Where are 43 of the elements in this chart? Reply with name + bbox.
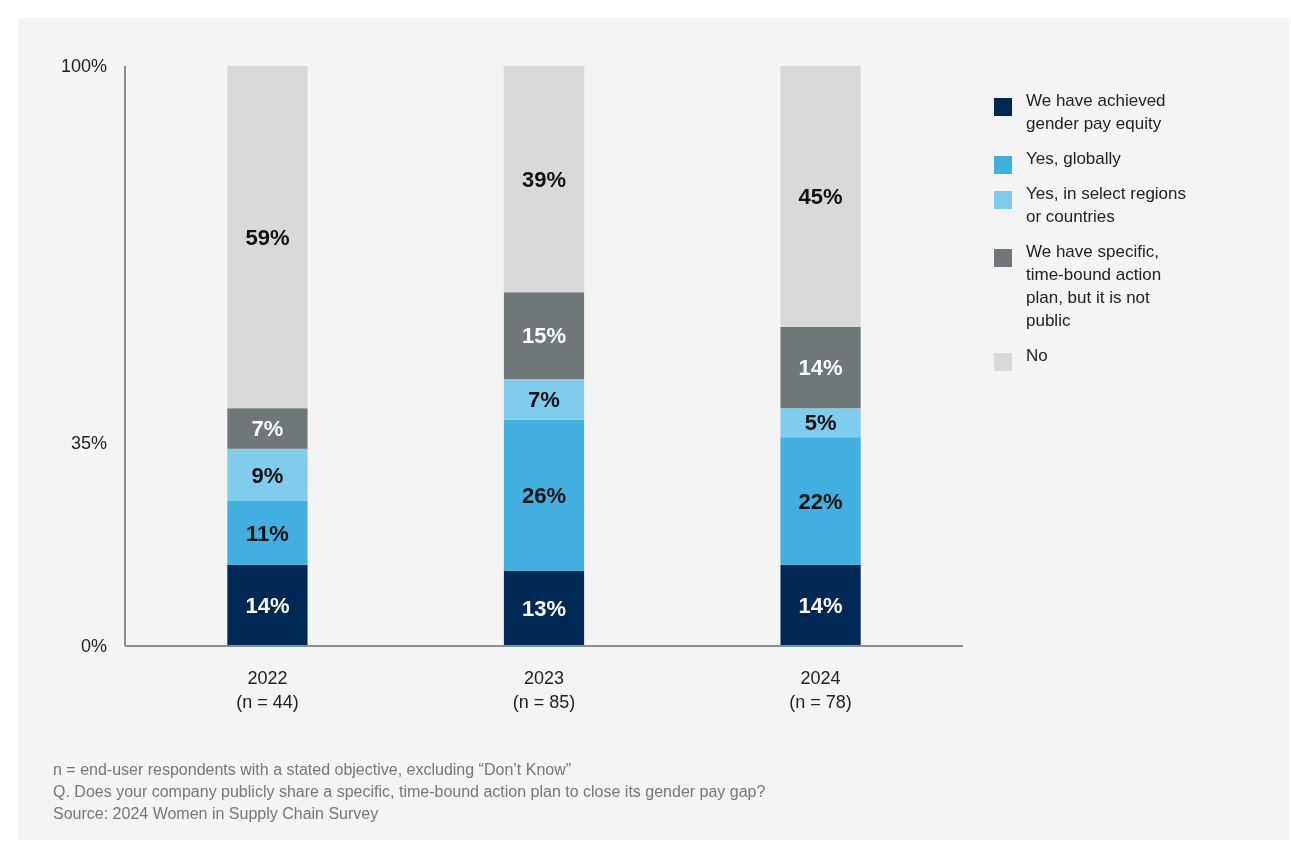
legend-label: Yes, globally — [1026, 149, 1122, 168]
legend-label: Yes, in select regions or countries — [1026, 184, 1187, 226]
data-label: 14% — [798, 593, 843, 619]
x-tick-label: 2022 (n = 44) — [236, 668, 299, 712]
text: Q. Does your company publicly share a specific, time-bound action plan to close its gender pay gap? — [53, 783, 766, 800]
bar — [227, 66, 308, 409]
data-label: 7% — [251, 416, 284, 442]
bar — [227, 408, 308, 449]
bar — [780, 564, 861, 646]
data-label: 13% — [521, 596, 567, 621]
data-label: 22% — [798, 488, 843, 514]
data-label: 14% — [245, 593, 290, 619]
legend-label: No — [1026, 346, 1048, 365]
data-label: 9% — [251, 462, 284, 488]
text: n = end-user respondents with a stated objective, excluding “Don’t Know” — [53, 761, 572, 778]
bar — [227, 448, 308, 501]
legend-label: We have achieved gender pay equity — [1026, 91, 1166, 133]
legend-label: We have specific, time-bound action plan, but it is not public — [1026, 242, 1162, 330]
bar — [503, 570, 585, 646]
data-label: 7% — [528, 387, 560, 413]
y-tick-label: 100% — [60, 56, 107, 77]
x-tick-label: 2023 (n = 85) — [512, 668, 576, 712]
data-label: 11% — [246, 520, 289, 546]
bar — [503, 379, 585, 420]
bar — [503, 419, 585, 571]
source-note: Source: 2024 Women in Supply Chain Survey — [53, 805, 379, 822]
data-label: 45% — [798, 184, 843, 210]
y-tick-label: 35% — [70, 433, 107, 454]
data-label: 39% — [521, 166, 567, 192]
bar — [780, 66, 861, 327]
y-tick-label: 0% — [80, 636, 107, 657]
bar — [503, 292, 585, 380]
data-label: 14% — [798, 355, 843, 381]
data-label: 59% — [245, 224, 290, 250]
data-label: 5% — [804, 410, 837, 436]
bar — [780, 327, 861, 409]
bar — [503, 66, 585, 293]
data-label: 15% — [521, 323, 567, 349]
data-label: 26% — [521, 482, 567, 508]
bar — [780, 437, 861, 565]
bar — [227, 501, 308, 565]
bar — [227, 564, 308, 646]
x-tick-label: 2024 (n = 78) — [789, 668, 852, 712]
